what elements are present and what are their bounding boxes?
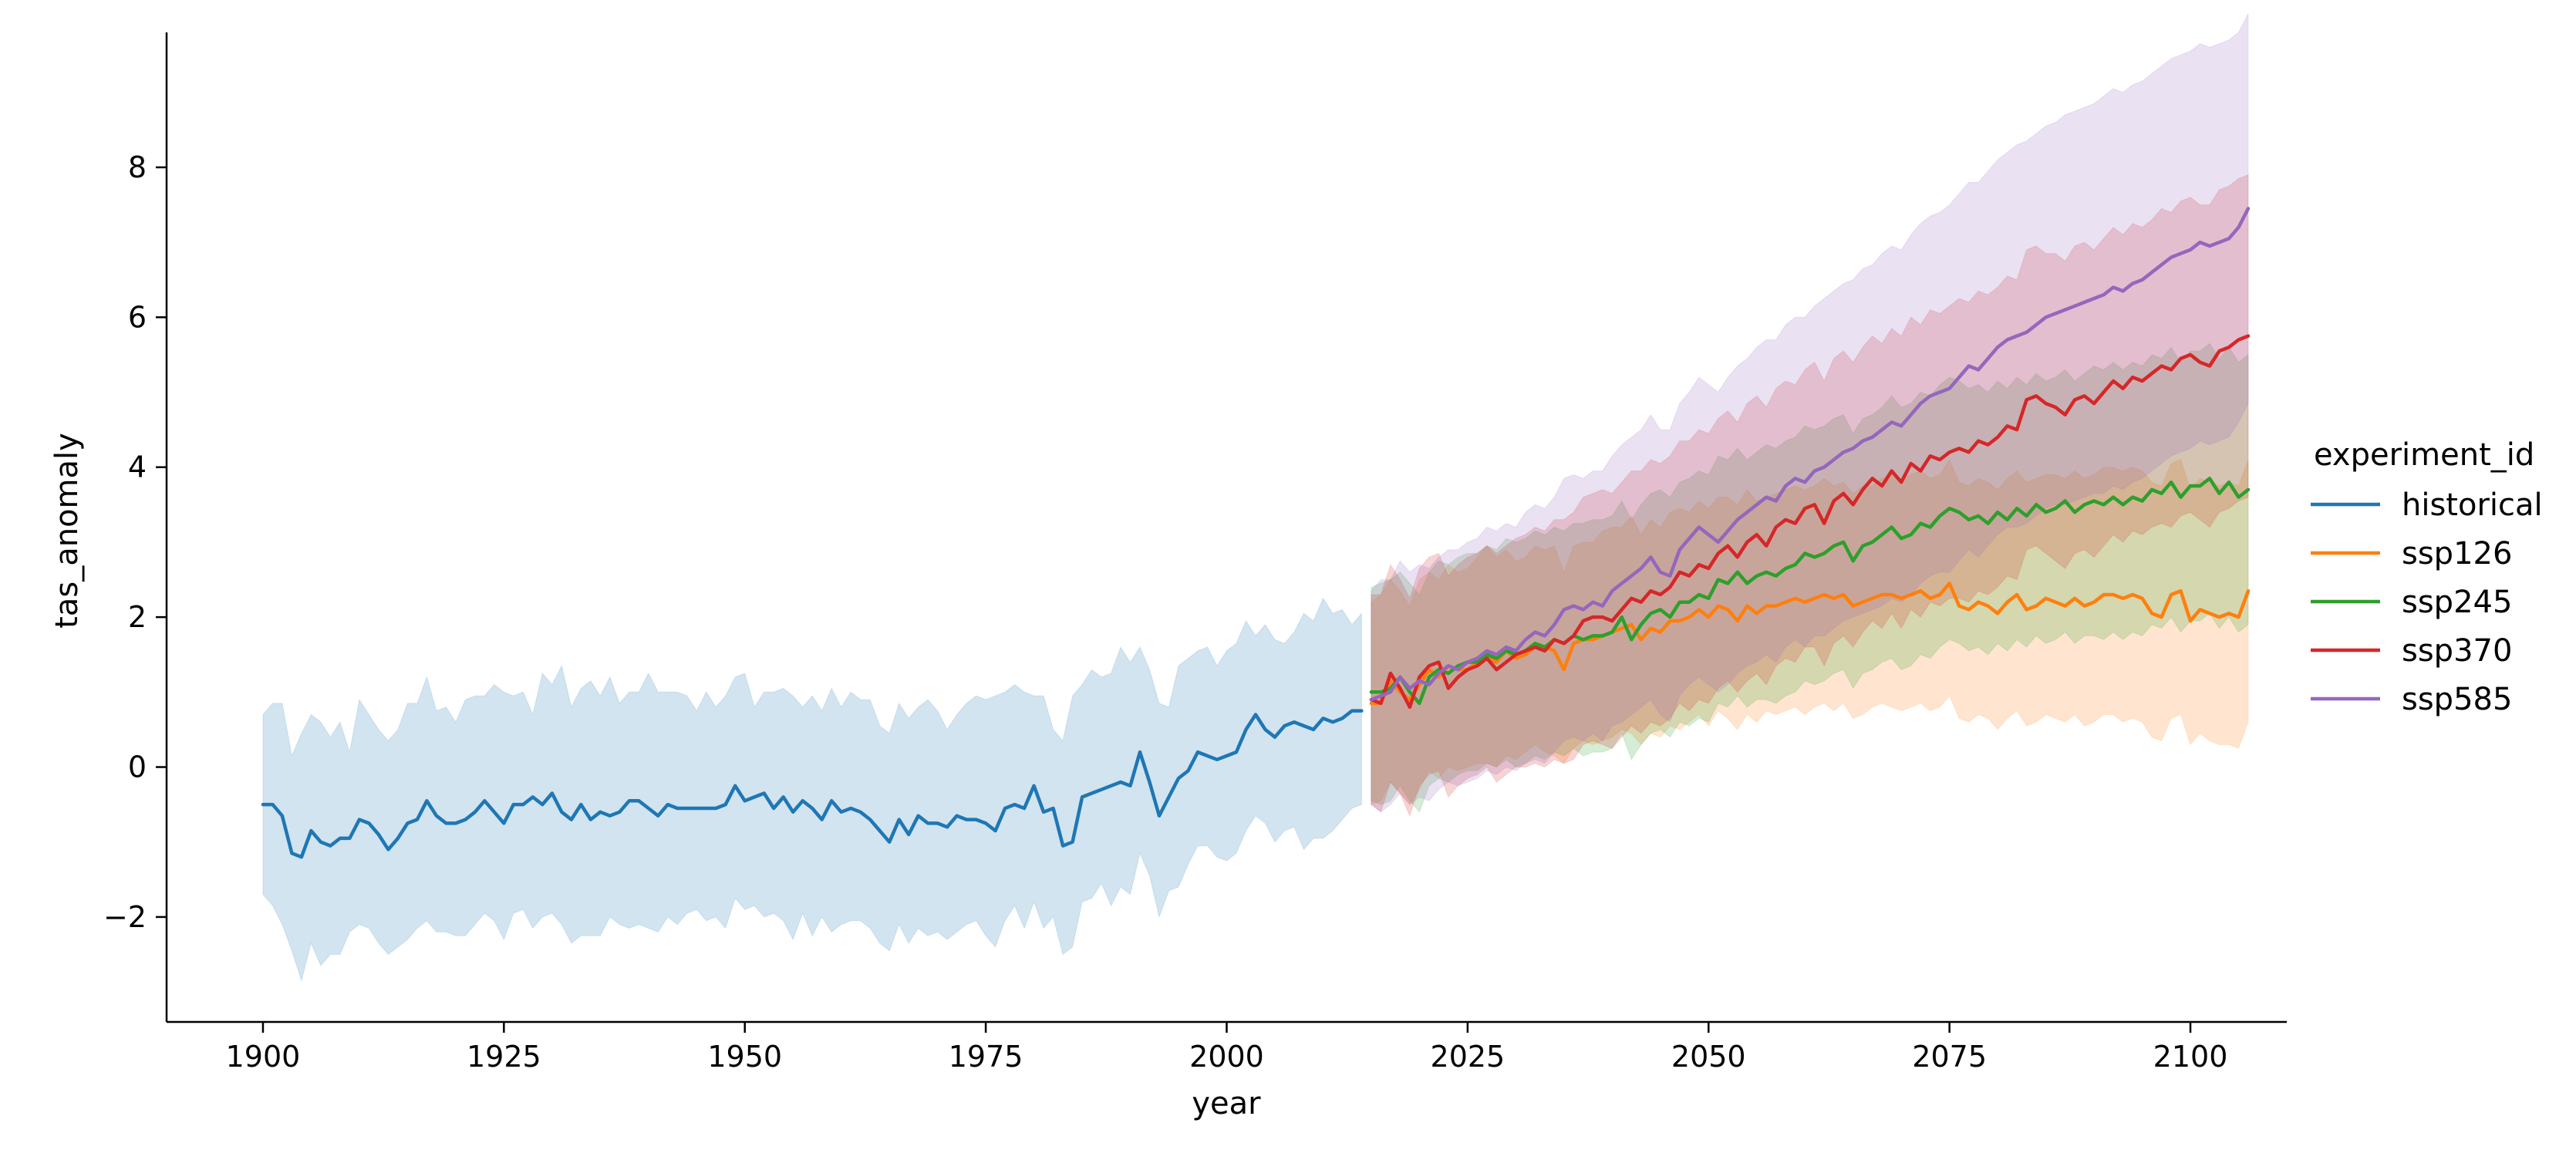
band-ssp370 bbox=[1371, 174, 2249, 818]
band-ssp585 bbox=[1371, 13, 2249, 813]
y-ticks: −2 0 2 4 6 8 bbox=[103, 150, 167, 934]
x-tick-label: 1900 bbox=[226, 1040, 301, 1074]
legend-label: historical bbox=[2402, 487, 2543, 523]
legend-label: ssp126 bbox=[2402, 536, 2512, 572]
y-tick-label: 2 bbox=[128, 600, 147, 634]
line-ssp126[interactable] bbox=[1369, 582, 2251, 706]
legend-item-ssp585[interactable]: ssp585 bbox=[2311, 682, 2512, 717]
y-tick-label: 6 bbox=[128, 300, 147, 334]
band-ssp245 bbox=[1371, 342, 2249, 813]
line-ssp585[interactable] bbox=[1369, 207, 2251, 702]
y-tick-label: −2 bbox=[103, 900, 147, 934]
legend-item-ssp126[interactable]: ssp126 bbox=[2311, 536, 2512, 572]
x-tick-label: 1975 bbox=[949, 1040, 1023, 1074]
y-tick-label: 8 bbox=[128, 150, 147, 184]
line-ssp370[interactable] bbox=[1369, 334, 2251, 710]
confidence-bands bbox=[262, 13, 2249, 983]
x-tick-label: 2025 bbox=[1431, 1040, 1505, 1074]
legend-label: ssp585 bbox=[2402, 682, 2512, 717]
x-tick-label: 2000 bbox=[1189, 1040, 1264, 1074]
series-lines bbox=[261, 207, 2251, 859]
legend[interactable]: experiment_id historical ssp126 ssp245 ssp3… bbox=[2311, 437, 2543, 717]
legend-item-historical[interactable]: historical bbox=[2311, 487, 2543, 523]
legend-item-ssp370[interactable]: ssp370 bbox=[2311, 633, 2512, 669]
x-axis-label: year bbox=[1192, 1086, 1261, 1121]
x-tick-label: 2075 bbox=[1912, 1040, 1987, 1074]
x-tick-label: 1950 bbox=[707, 1040, 782, 1074]
line-historical[interactable] bbox=[261, 709, 1364, 859]
x-tick-label: 2100 bbox=[2153, 1040, 2228, 1074]
legend-label: ssp245 bbox=[2402, 585, 2512, 620]
band-historical bbox=[262, 597, 1362, 983]
y-tick-label: 4 bbox=[128, 450, 147, 484]
y-axis-label: tas_anomaly bbox=[49, 433, 85, 629]
y-tick-label: 0 bbox=[128, 750, 147, 784]
x-tick-label: 2050 bbox=[1671, 1040, 1746, 1074]
legend-items: historical ssp126 ssp245 ssp370 ssp585 bbox=[2311, 487, 2543, 717]
legend-title: experiment_id bbox=[2314, 437, 2534, 473]
legend-item-ssp245[interactable]: ssp245 bbox=[2311, 585, 2512, 620]
band-ssp126 bbox=[1371, 458, 2249, 805]
legend-label: ssp370 bbox=[2402, 633, 2512, 669]
x-tick-label: 1925 bbox=[467, 1040, 541, 1074]
x-ticks: 1900 1925 1950 1975 2000 2025 2050 2075 2100 bbox=[226, 1022, 2228, 1074]
